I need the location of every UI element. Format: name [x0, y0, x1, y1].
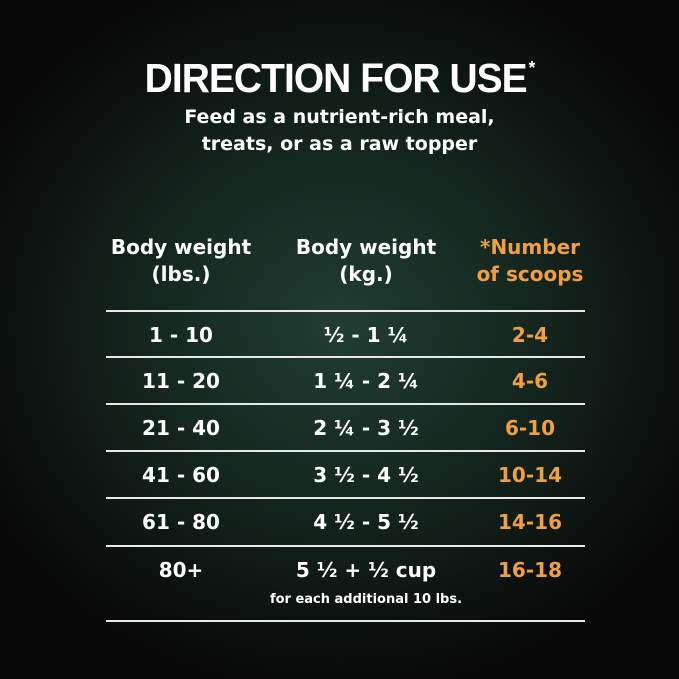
asterisk: * — [528, 58, 536, 78]
row-divider — [106, 310, 585, 312]
cell-scoops: 2-4 — [511, 323, 549, 347]
cell-scoops: 14-16 — [498, 510, 562, 534]
cell-lbs: 11 - 20 — [142, 369, 220, 393]
cell-kg: ½ - 1 ¼ — [323, 323, 409, 347]
cell-scoops: 16-18 — [498, 558, 562, 582]
row-divider — [106, 497, 585, 499]
row-divider — [106, 356, 585, 358]
cell-lbs: 80+ — [158, 558, 204, 582]
cell-kg: 5 ½ + ½ cup — [295, 558, 437, 582]
row-divider — [106, 545, 585, 547]
row-divider — [106, 620, 585, 622]
cell-kg: 4 ½ - 5 ½ — [313, 510, 419, 534]
row-divider — [106, 450, 585, 452]
cell-kg: 3 ½ - 4 ½ — [313, 463, 419, 487]
cell-scoops: 10-14 — [498, 463, 562, 487]
cell-scoops: 4-6 — [511, 369, 549, 393]
cell-lbs: 61 - 80 — [142, 510, 220, 534]
cell-kg: 2 ¼ - 3 ½ — [313, 416, 419, 440]
last-row-note: for each additional 10 lbs. — [269, 592, 463, 607]
header-lbs: Body weight (lbs.) — [110, 235, 252, 286]
cell-lbs: 41 - 60 — [142, 463, 220, 487]
cell-lbs: 1 - 10 — [149, 323, 213, 347]
subtitle-line-1: Feed as a nutrient-rich meal, — [184, 106, 495, 128]
page-title: DIRECTION FOR USE * — [144, 55, 536, 101]
subtitle-line-2: treats, or as a raw topper — [201, 133, 478, 155]
header-scoops: *Number of scoops — [476, 235, 584, 286]
row-divider — [106, 403, 585, 405]
cell-lbs: 21 - 40 — [142, 416, 220, 440]
header-kg: Body weight (kg.) — [295, 235, 437, 286]
cell-kg: 1 ¼ - 2 ¼ — [313, 369, 419, 393]
cell-scoops: 6-10 — [504, 416, 556, 440]
